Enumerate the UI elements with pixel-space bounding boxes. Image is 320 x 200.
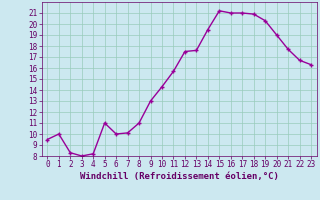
- X-axis label: Windchill (Refroidissement éolien,°C): Windchill (Refroidissement éolien,°C): [80, 172, 279, 181]
